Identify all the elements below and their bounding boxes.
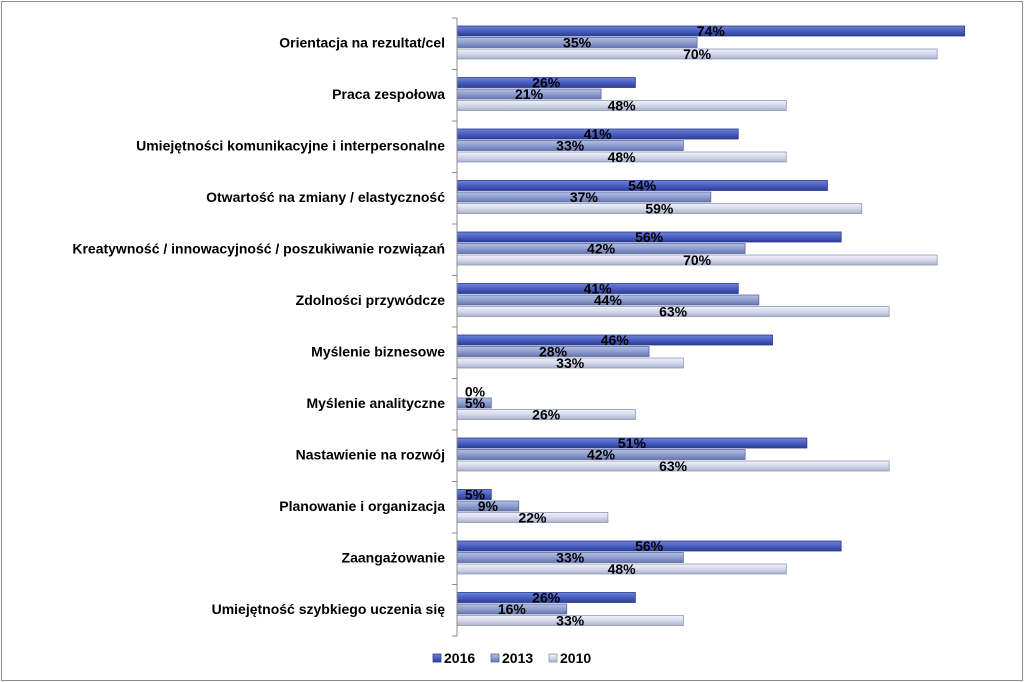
labels-layer: Orientacja na rezultat/cel 74% 35% 70% Praca… — [72, 23, 725, 629]
category-label: Umiejętności komunikacyjne i interperson… — [136, 138, 445, 154]
legend-label: 2016 — [444, 650, 475, 666]
value-label: 33% — [556, 355, 585, 371]
value-label: 48% — [608, 561, 637, 577]
value-label: 44% — [594, 292, 623, 308]
bars-layer — [456, 25, 966, 626]
category-label: Praca zespołowa — [332, 86, 445, 102]
value-label: 70% — [683, 252, 712, 268]
category-label: Planowanie i organizacja — [279, 498, 445, 514]
value-label: 48% — [608, 98, 637, 114]
value-label: 26% — [532, 407, 561, 423]
legend-label: 2013 — [502, 650, 533, 666]
legend-label: 2010 — [560, 650, 591, 666]
value-label: 0% — [465, 384, 486, 400]
value-label: 9% — [478, 498, 499, 514]
value-label: 35% — [563, 35, 592, 51]
value-label: 56% — [635, 538, 664, 554]
value-label: 21% — [515, 86, 544, 102]
legend-swatch-2016 — [432, 653, 442, 663]
value-label: 46% — [601, 332, 630, 348]
value-label: 33% — [556, 138, 585, 154]
value-label: 5% — [465, 395, 486, 411]
value-label: 42% — [587, 241, 616, 257]
value-label: 16% — [498, 601, 527, 617]
category-label: Zaangażowanie — [342, 550, 446, 566]
value-label: 33% — [556, 613, 585, 629]
value-label: 33% — [556, 550, 585, 566]
value-label: 22% — [518, 510, 547, 526]
legend: 2016 2013 2010 — [432, 650, 591, 666]
category-label: Otwartość na zmiany / elastyczność — [206, 189, 445, 205]
category-label: Myślenie analityczne — [306, 395, 445, 411]
value-label: 54% — [628, 178, 657, 194]
category-label: Orientacja na rezultat/cel — [279, 35, 445, 51]
value-label: 42% — [587, 447, 616, 463]
value-label: 63% — [659, 304, 688, 320]
legend-swatch-2013 — [490, 653, 500, 663]
value-label: 41% — [584, 281, 613, 297]
value-label: 70% — [683, 46, 712, 62]
value-label: 74% — [697, 23, 726, 39]
category-label: Zdolności przywódcze — [296, 292, 446, 308]
value-label: 63% — [659, 458, 688, 474]
axis-layer — [452, 17, 458, 637]
value-label: 48% — [608, 149, 637, 165]
value-label: 28% — [539, 344, 568, 360]
category-label: Myślenie biznesowe — [311, 344, 445, 360]
value-label: 56% — [635, 229, 664, 245]
value-label: 51% — [618, 435, 647, 451]
category-label: Umiejętność szybkiego uczenia się — [212, 601, 446, 617]
value-label: 26% — [532, 75, 561, 91]
value-label: 5% — [465, 487, 486, 503]
value-label: 59% — [645, 201, 674, 217]
category-label: Nastawienie na rozwój — [296, 447, 445, 463]
category-label: Kreatywność / innowacyjność / poszukiwan… — [72, 241, 445, 257]
legend-swatch-2010 — [548, 653, 558, 663]
value-label: 26% — [532, 590, 561, 606]
value-label: 37% — [570, 189, 599, 205]
value-label: 41% — [584, 126, 613, 142]
